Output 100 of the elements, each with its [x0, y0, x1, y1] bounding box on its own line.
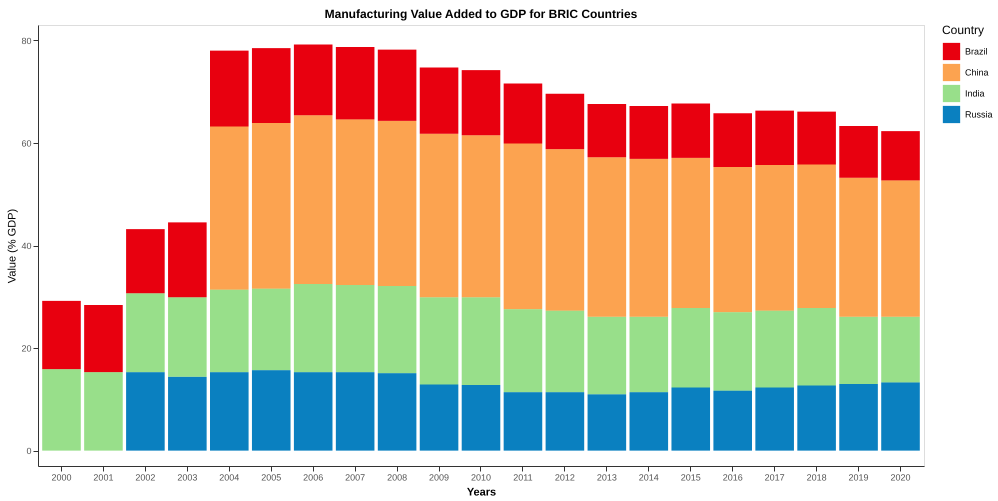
x-tick-label: 2013	[596, 472, 617, 482]
bar	[797, 308, 836, 386]
x-tick-label: 2012	[554, 472, 575, 482]
bar	[630, 392, 668, 451]
legend-label: India	[965, 88, 985, 98]
bar	[839, 384, 878, 451]
bar	[210, 126, 249, 290]
bar	[252, 122, 291, 289]
bar	[336, 47, 374, 120]
bar	[504, 309, 542, 392]
bar	[713, 312, 752, 391]
x-tick-label: 2008	[387, 472, 408, 482]
bar	[84, 304, 123, 372]
x-tick-label: 2003	[177, 472, 198, 482]
bar	[713, 390, 752, 451]
bar	[755, 310, 794, 388]
bar	[126, 293, 165, 372]
bar	[755, 388, 794, 451]
bar	[671, 158, 710, 308]
bar	[546, 94, 584, 150]
bar	[630, 106, 668, 159]
bar	[839, 316, 878, 384]
y-tick-label: 0	[26, 446, 32, 456]
bar	[755, 110, 794, 165]
x-tick-label: 2017	[764, 472, 785, 482]
x-tick-label: 2007	[345, 472, 366, 482]
bar	[588, 394, 626, 451]
x-tick-label: 2020	[890, 472, 911, 482]
bar	[378, 286, 416, 374]
bar	[881, 382, 920, 451]
bar	[294, 115, 332, 284]
bar	[336, 372, 374, 451]
bar	[546, 149, 584, 311]
bar	[336, 284, 374, 372]
bar	[210, 372, 249, 451]
x-tick-label: 2004	[219, 472, 240, 482]
bar	[294, 284, 332, 372]
bar	[462, 297, 500, 385]
x-tick-label: 2015	[680, 472, 701, 482]
bar	[588, 157, 626, 317]
bar	[126, 372, 165, 451]
bar	[378, 120, 416, 286]
legend-label: China	[965, 68, 989, 78]
bar	[881, 316, 920, 382]
bar	[168, 376, 207, 451]
bar	[420, 297, 458, 384]
bar	[504, 392, 542, 451]
bar	[839, 126, 878, 178]
y-tick-label: 60	[21, 138, 32, 148]
x-tick-label: 2009	[429, 472, 450, 482]
x-tick-label: 2014	[638, 472, 659, 482]
bar	[504, 83, 542, 144]
bar	[168, 222, 207, 298]
bar	[84, 372, 123, 451]
bar	[210, 50, 249, 127]
x-tick-label: 2010	[470, 472, 492, 482]
bar	[713, 167, 752, 312]
bar	[462, 384, 500, 451]
x-tick-label: 2016	[722, 472, 743, 482]
bar	[42, 300, 81, 370]
x-axis-title: Years	[466, 486, 496, 498]
bar	[378, 373, 416, 451]
bar	[588, 104, 626, 158]
legend-label: Brazil	[965, 46, 988, 56]
bar	[336, 119, 374, 285]
bar	[881, 131, 920, 180]
bar	[839, 178, 878, 317]
bar	[462, 70, 500, 136]
bar	[294, 44, 332, 116]
y-tick-label: 40	[21, 241, 32, 251]
bar	[252, 48, 291, 123]
bar	[42, 369, 81, 451]
y-tick-label: 20	[21, 344, 32, 354]
x-tick-label: 2006	[303, 472, 324, 482]
bar	[630, 316, 668, 392]
bar	[713, 113, 752, 168]
bar	[210, 290, 249, 372]
chart-title: Manufacturing Value Added to GDP for BRIC Countries	[324, 7, 638, 21]
bar	[588, 316, 626, 394]
bar	[252, 288, 291, 370]
x-tick-label: 2002	[135, 472, 156, 482]
bar	[252, 370, 291, 451]
bar	[797, 164, 836, 308]
bar	[881, 180, 920, 317]
x-tick-label: 2001	[93, 472, 114, 482]
bar	[420, 134, 458, 298]
bar	[797, 112, 836, 164]
bar	[420, 384, 458, 451]
bar	[420, 68, 458, 134]
bar	[755, 164, 794, 311]
x-tick-label: 2005	[261, 472, 282, 482]
bar	[294, 372, 332, 451]
x-tick-label: 2018	[806, 472, 827, 482]
bar	[546, 310, 584, 392]
legend-label: Russia	[965, 110, 993, 120]
y-axis-title: Value (% GDP)	[6, 208, 18, 284]
x-tick-label: 2011	[513, 472, 533, 482]
bar	[126, 229, 165, 294]
x-tick-label: 2019	[848, 472, 869, 482]
bar	[671, 103, 710, 158]
